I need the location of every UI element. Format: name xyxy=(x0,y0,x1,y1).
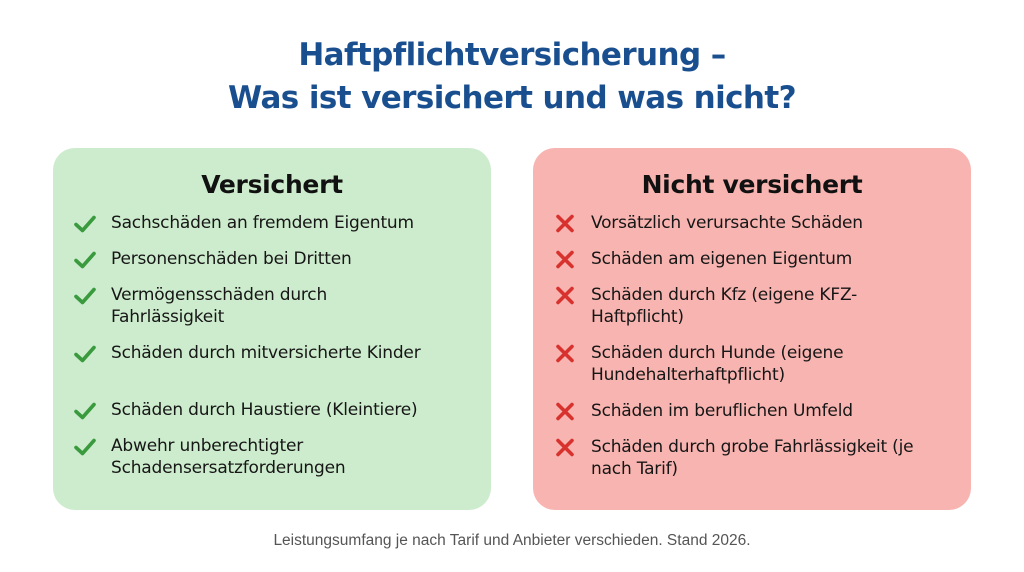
check-icon xyxy=(73,343,97,365)
insured-item-text: Abwehr unberechtigter Schadensersatzford… xyxy=(111,436,346,478)
footer-note: Leistungsumfang je nach Tarif und Anbiet… xyxy=(273,532,751,549)
insured-item: Abwehr unberechtigter Schadensersatzford… xyxy=(73,435,471,479)
cross-icon xyxy=(553,249,577,271)
title-line-2: Was ist versichert und was nicht? xyxy=(228,80,797,116)
not-insured-item-text: Schäden am eigenen Eigentum xyxy=(591,249,853,269)
insured-item-text: Schäden durch mitversicherte Kinder xyxy=(111,343,421,363)
not-insured-item: Schäden durch grobe Fahrlässigkeit (je n… xyxy=(553,436,951,480)
not-insured-item-text: Schäden im beruflichen Umfeld xyxy=(591,401,853,421)
insured-item: Schäden durch Haustiere (Kleintiere) xyxy=(73,399,471,421)
not-insured-card: Nicht versichert Vorsätzlich verursachte… xyxy=(533,148,971,510)
not-insured-item-text: Schäden durch Hunde (eigene Hundehalterh… xyxy=(591,343,844,385)
page-title: Haftpflichtversicherung – Was ist versic… xyxy=(0,34,1024,120)
insured-item-text: Personenschäden bei Dritten xyxy=(111,249,352,269)
insured-heading: Versichert xyxy=(201,170,343,199)
not-insured-item-text: Schäden durch grobe Fahrlässigkeit (je n… xyxy=(591,437,914,479)
not-insured-list: Vorsätzlich verursachte Schäden Schäden … xyxy=(553,212,951,480)
cross-icon xyxy=(553,401,577,423)
insured-item-text: Sachschäden an fremdem Eigentum xyxy=(111,213,414,233)
title-line-1: Haftpflichtversicherung – xyxy=(298,37,726,73)
insured-item-text: Vermögensschäden durch Fahrlässigkeit xyxy=(111,285,328,327)
check-icon xyxy=(73,400,97,422)
not-insured-item: Schäden am eigenen Eigentum xyxy=(553,248,951,270)
insured-item: Sachschäden an fremdem Eigentum xyxy=(73,212,471,234)
check-icon xyxy=(73,285,97,307)
not-insured-item: Schäden durch Kfz (eigene KFZ-Haftpflich… xyxy=(553,284,951,328)
not-insured-item-text: Vorsätzlich verursachte Schäden xyxy=(591,213,863,233)
not-insured-item: Schäden durch Hunde (eigene Hundehalterh… xyxy=(553,342,951,386)
insured-list: Sachschäden an fremdem Eigentum Personen… xyxy=(73,212,471,479)
cross-icon xyxy=(553,285,577,307)
not-insured-heading: Nicht versichert xyxy=(641,170,863,199)
check-icon xyxy=(73,249,97,271)
insured-card: Versichert Sachschäden an fremdem Eigent… xyxy=(53,148,491,510)
check-icon xyxy=(73,213,97,235)
check-icon xyxy=(73,436,97,458)
insured-item: Personenschäden bei Dritten xyxy=(73,248,471,270)
not-insured-item: Schäden im beruflichen Umfeld xyxy=(553,400,951,422)
insured-item: Schäden durch mitversicherte Kinder xyxy=(73,342,471,364)
cross-icon xyxy=(553,437,577,459)
insured-item-text: Schäden durch Haustiere (Kleintiere) xyxy=(111,400,418,420)
cross-icon xyxy=(553,343,577,365)
insured-item: Vermögensschäden durch Fahrlässigkeit xyxy=(73,284,471,328)
cross-icon xyxy=(553,213,577,235)
not-insured-item-text: Schäden durch Kfz (eigene KFZ-Haftpflich… xyxy=(591,285,858,327)
not-insured-item: Vorsätzlich verursachte Schäden xyxy=(553,212,951,234)
